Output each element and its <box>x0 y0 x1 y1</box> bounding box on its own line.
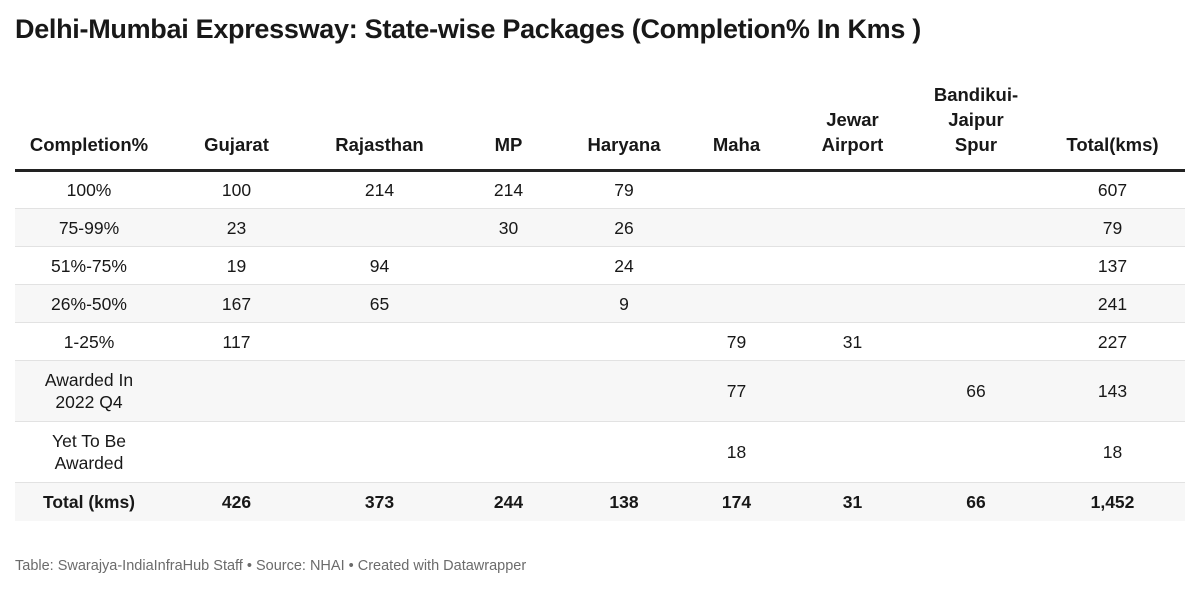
table-cell <box>449 421 568 483</box>
table-row: 51%-75% 19 94 24 137 <box>15 246 1185 285</box>
table-cell: 26 <box>568 208 680 247</box>
table-row: Yet To Be Awarded 18 18 <box>15 421 1185 483</box>
table-cell: 66 <box>912 360 1040 422</box>
table-cell: 79 <box>568 170 680 209</box>
row-label: 75-99% <box>15 208 163 247</box>
column-header: Haryana <box>568 82 680 172</box>
table-cell: 227 <box>1040 322 1185 361</box>
table-cell: 138 <box>568 482 680 521</box>
row-label: 100% <box>15 170 163 209</box>
table-cell: 23 <box>163 208 310 247</box>
table-cell: 241 <box>1040 284 1185 323</box>
table-cell: 244 <box>449 482 568 521</box>
column-header: Maha <box>680 82 793 172</box>
total-row: Total (kms) 426 373 244 138 174 31 66 1,452 <box>15 482 1185 521</box>
table-cell <box>449 246 568 285</box>
table-cell: 31 <box>793 482 912 521</box>
table-cell: 137 <box>1040 246 1185 285</box>
table-cell <box>912 322 1040 361</box>
table-row: 1-25% 117 79 31 227 <box>15 322 1185 361</box>
table-row: 100% 100 214 214 79 607 <box>15 170 1185 209</box>
header-row: Completion% Gujarat Rajasthan MP Haryana Maha… <box>15 82 1185 172</box>
table-title: Delhi-Mumbai Expressway: State-wise Pack… <box>15 14 921 44</box>
data-table: Completion% Gujarat Rajasthan MP Haryana Maha… <box>15 82 1185 521</box>
table-cell: 100 <box>163 170 310 209</box>
table-cell <box>680 246 793 285</box>
table-cell <box>793 170 912 209</box>
column-header: MP <box>449 82 568 172</box>
table-cell <box>912 246 1040 285</box>
table-cell: 167 <box>163 284 310 323</box>
table-cell <box>163 360 310 422</box>
column-header: Total(kms) <box>1040 82 1185 172</box>
table-cell: 9 <box>568 284 680 323</box>
table-cell <box>568 421 680 483</box>
table-cell: 18 <box>680 421 793 483</box>
row-label: 1-25% <box>15 322 163 361</box>
footer-credits: Table: Swarajya-IndiaInfraHub Staff • So… <box>15 558 527 574</box>
table-cell <box>568 322 680 361</box>
table-cell: 18 <box>1040 421 1185 483</box>
table-cell <box>163 421 310 483</box>
table-cell: 19 <box>163 246 310 285</box>
table-row: 26%-50% 167 65 9 241 <box>15 284 1185 323</box>
table-cell: 174 <box>680 482 793 521</box>
table-cell: 214 <box>449 170 568 209</box>
table-cell: 143 <box>1040 360 1185 422</box>
table-cell: 24 <box>568 246 680 285</box>
row-label: 51%-75% <box>15 246 163 285</box>
table-cell <box>310 208 449 247</box>
table-cell: 117 <box>163 322 310 361</box>
row-label: Total (kms) <box>15 482 163 521</box>
table-cell: 30 <box>449 208 568 247</box>
table-cell: 79 <box>680 322 793 361</box>
column-header: Jewar Airport <box>793 82 912 172</box>
table-cell <box>310 421 449 483</box>
table-row: Awarded In 2022 Q4 77 66 143 <box>15 360 1185 422</box>
column-header: Completion% <box>15 82 163 172</box>
table-cell <box>793 208 912 247</box>
table-cell <box>680 284 793 323</box>
table-cell <box>310 360 449 422</box>
table-cell <box>912 284 1040 323</box>
table-cell <box>793 284 912 323</box>
table-cell: 65 <box>310 284 449 323</box>
table-cell: 1,452 <box>1040 482 1185 521</box>
table-cell: 77 <box>680 360 793 422</box>
table-cell <box>310 322 449 361</box>
row-label: 26%-50% <box>15 284 163 323</box>
table-row: 75-99% 23 30 26 79 <box>15 208 1185 247</box>
table-cell: 66 <box>912 482 1040 521</box>
table-cell <box>680 208 793 247</box>
column-header: Bandikui- Jaipur Spur <box>912 82 1040 172</box>
table-cell: 94 <box>310 246 449 285</box>
table-cell <box>912 208 1040 247</box>
table-cell <box>680 170 793 209</box>
table-cell <box>449 360 568 422</box>
row-label: Awarded In 2022 Q4 <box>15 360 163 422</box>
table-cell <box>449 322 568 361</box>
table-cell: 607 <box>1040 170 1185 209</box>
table-cell: 31 <box>793 322 912 361</box>
row-label: Yet To Be Awarded <box>15 421 163 483</box>
table-cell <box>793 360 912 422</box>
table-cell <box>793 421 912 483</box>
table-cell <box>449 284 568 323</box>
table-cell: 426 <box>163 482 310 521</box>
table-cell <box>912 170 1040 209</box>
column-header: Gujarat <box>163 82 310 172</box>
table-cell <box>568 360 680 422</box>
table-cell: 214 <box>310 170 449 209</box>
table-cell: 373 <box>310 482 449 521</box>
column-header: Rajasthan <box>310 82 449 172</box>
table-cell <box>912 421 1040 483</box>
table-cell: 79 <box>1040 208 1185 247</box>
table-cell <box>793 246 912 285</box>
